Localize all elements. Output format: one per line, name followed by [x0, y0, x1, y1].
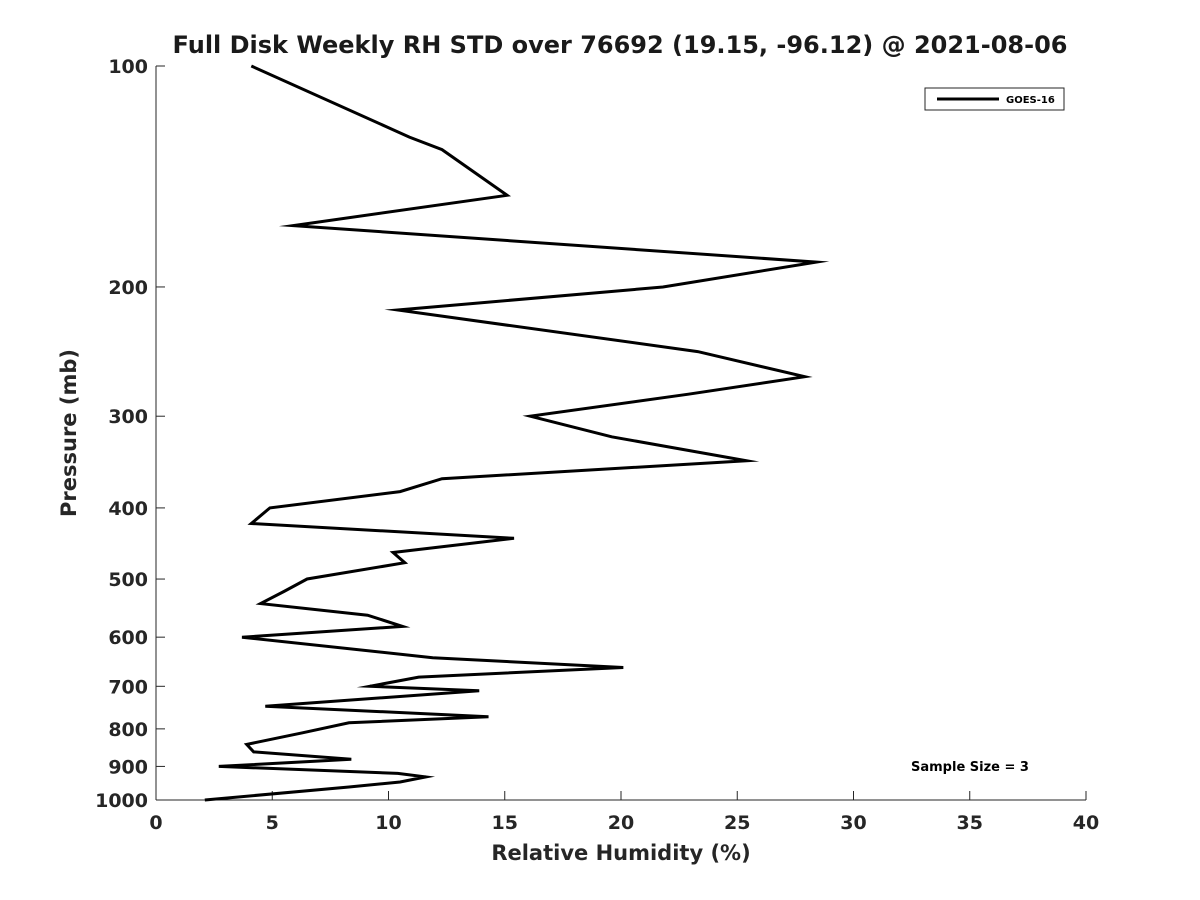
- legend-entry-goes-16: GOES-16: [1006, 95, 1055, 106]
- x-axis-label: Relative Humidity (%): [491, 841, 750, 865]
- x-tick-label-5: 5: [266, 812, 279, 834]
- y-tick-label-200: 200: [108, 277, 148, 299]
- x-tick-label-25: 25: [724, 812, 750, 834]
- x-tick-label-30: 30: [840, 812, 866, 834]
- x-tick-label-40: 40: [1073, 812, 1099, 834]
- y-axis-label: Pressure (mb): [57, 349, 81, 517]
- x-tick-label-15: 15: [492, 812, 518, 834]
- y-tick-label-500: 500: [108, 569, 148, 591]
- y-axis-ticks: 100 200 300 400 500 600 700 800 900 1000: [95, 56, 165, 812]
- y-tick-label-600: 600: [108, 627, 148, 649]
- plot-frame: [156, 66, 1086, 800]
- x-tick-label-0: 0: [149, 812, 162, 834]
- plot-area: [155, 66, 1086, 801]
- legend: GOES-16: [924, 87, 1065, 111]
- y-tick-label-100: 100: [108, 56, 148, 78]
- series-layer: [204, 64, 830, 802]
- y-tick-label-800: 800: [108, 719, 148, 741]
- chart-title: Full Disk Weekly RH STD over 76692 (19.1…: [173, 31, 1068, 59]
- series-line-goes-16: [204, 64, 830, 802]
- y-tick-label-400: 400: [108, 498, 148, 520]
- y-tick-label-900: 900: [108, 756, 148, 778]
- y-tick-label-1000: 1000: [95, 790, 148, 812]
- x-tick-label-20: 20: [608, 812, 634, 834]
- x-tick-label-10: 10: [375, 812, 401, 834]
- y-tick-label-700: 700: [108, 676, 148, 698]
- y-tick-label-300: 300: [108, 406, 148, 428]
- x-tick-label-35: 35: [957, 812, 983, 834]
- x-axis-ticks: 0 5 10 15 20 25 30 35 40: [149, 791, 1099, 834]
- sample-size-annotation: Sample Size = 3: [911, 760, 1029, 775]
